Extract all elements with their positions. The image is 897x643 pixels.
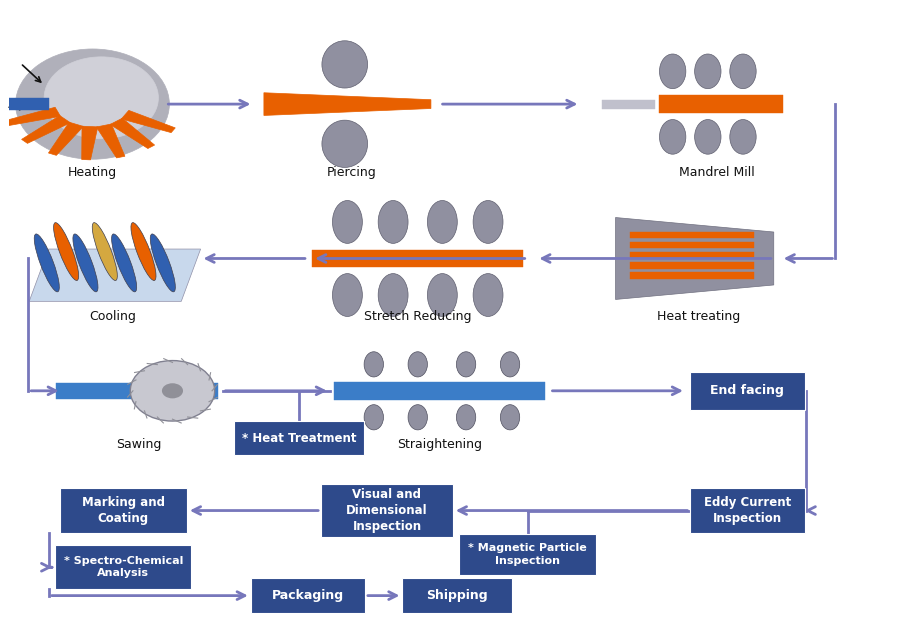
Ellipse shape [408,352,427,377]
Text: Straightening: Straightening [397,438,483,451]
Ellipse shape [694,120,721,154]
Polygon shape [30,249,201,302]
Text: Marking and
Coating: Marking and Coating [82,496,165,525]
Ellipse shape [457,352,475,377]
Ellipse shape [333,274,362,316]
Polygon shape [48,122,83,156]
Ellipse shape [92,222,118,280]
Bar [312,250,523,267]
Text: End facing: End facing [710,385,784,397]
Text: Visual and
Dimensional
Inspection: Visual and Dimensional Inspection [346,488,428,533]
Ellipse shape [427,274,457,316]
Bar [631,262,753,269]
Bar [603,100,655,109]
Bar [631,273,753,278]
Ellipse shape [73,234,98,292]
Ellipse shape [322,41,368,88]
Ellipse shape [322,120,368,167]
FancyBboxPatch shape [690,489,805,532]
Ellipse shape [15,49,170,159]
FancyBboxPatch shape [403,578,512,613]
Polygon shape [615,217,774,300]
Ellipse shape [730,54,756,89]
Bar [335,382,545,400]
Ellipse shape [44,57,159,139]
Ellipse shape [364,352,383,377]
Text: * Magnetic Particle
Inspection: * Magnetic Particle Inspection [468,543,587,566]
Ellipse shape [408,404,427,430]
FancyBboxPatch shape [55,545,191,589]
FancyBboxPatch shape [59,489,187,532]
FancyBboxPatch shape [234,421,364,455]
Ellipse shape [379,274,408,316]
Polygon shape [5,107,60,125]
FancyBboxPatch shape [690,372,805,410]
Polygon shape [96,124,125,158]
Circle shape [162,383,183,399]
Ellipse shape [364,404,383,430]
Text: Packaging: Packaging [272,589,344,602]
Text: Cooling: Cooling [90,310,136,323]
Text: Shipping: Shipping [426,589,488,602]
Ellipse shape [694,54,721,89]
Ellipse shape [54,222,79,280]
Bar [56,383,218,399]
Bar [659,95,782,113]
Ellipse shape [659,54,686,89]
Ellipse shape [151,234,175,292]
Ellipse shape [379,201,408,243]
FancyBboxPatch shape [459,534,596,575]
Ellipse shape [131,222,156,280]
Bar [631,232,753,239]
Polygon shape [264,93,431,116]
Polygon shape [121,111,175,132]
Ellipse shape [501,352,519,377]
Text: * Heat Treatment: * Heat Treatment [242,431,356,444]
Ellipse shape [501,404,519,430]
Ellipse shape [34,234,59,292]
Polygon shape [22,116,70,143]
Text: Piercing: Piercing [327,166,377,179]
Text: Sawing: Sawing [117,438,161,451]
Text: Heating: Heating [68,166,117,179]
Ellipse shape [457,404,475,430]
Ellipse shape [333,201,362,243]
Ellipse shape [427,201,457,243]
Ellipse shape [730,120,756,154]
Ellipse shape [659,120,686,154]
Ellipse shape [111,234,136,292]
Circle shape [130,361,214,421]
Text: Eddy Current
Inspection: Eddy Current Inspection [704,496,791,525]
Text: Heat treating: Heat treating [658,310,741,323]
Text: Stretch Reducing: Stretch Reducing [364,310,472,323]
FancyBboxPatch shape [250,578,365,613]
Bar [9,98,48,111]
Ellipse shape [473,201,503,243]
Ellipse shape [473,274,503,316]
Text: * Spectro-Chemical
Analysis: * Spectro-Chemical Analysis [64,556,183,579]
Polygon shape [82,126,98,160]
Bar [631,242,753,248]
FancyBboxPatch shape [321,484,453,538]
Bar [631,252,753,258]
Polygon shape [110,118,154,149]
Text: Mandrel Mill: Mandrel Mill [679,166,754,179]
